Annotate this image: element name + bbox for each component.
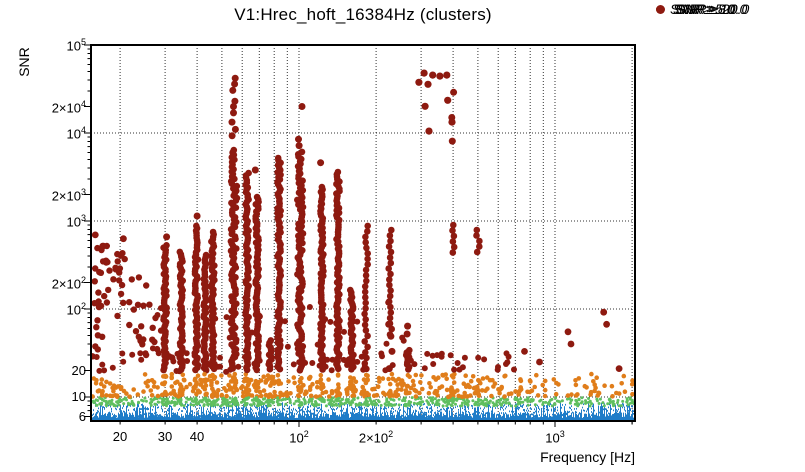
y-tick-label: 2×102 (51, 275, 86, 292)
x-tick-label: 20 (112, 429, 128, 444)
y-tick-label: 10 (71, 389, 86, 404)
y-tick-label: 20 (71, 363, 86, 378)
legend-label: SNR ≥ 8.0 (673, 1, 738, 17)
data-points (92, 69, 634, 421)
legend-entry-snr20: SNR ≥ 20.0 (656, 0, 749, 18)
legend-label: SNR ≥ 20.0 (677, 1, 750, 17)
y-tick-label: 2×103 (51, 187, 86, 204)
x-tick-label: 30 (157, 429, 173, 444)
x-tick-label: 102 (289, 429, 309, 446)
x-tick-label: 2×102 (358, 429, 394, 446)
x-tick-label: 40 (189, 429, 205, 444)
y-tick-label: 2×104 (51, 99, 86, 116)
y-tick-label: 105 (66, 37, 86, 54)
legend-marker-snr20-icon (656, 4, 665, 14)
series-snr20-points (92, 69, 623, 408)
legend-label: SNR ≥ 5.0 (670, 1, 735, 17)
y-tick-label: 102 (66, 301, 86, 318)
y-tick-label: 6 (78, 409, 86, 424)
legend-label: SNR ≥ 10.0 (675, 1, 748, 17)
x-tick-label: 103 (545, 429, 565, 446)
chart-title: V1:Hrec_hoft_16384Hz (clusters) (234, 5, 492, 24)
series-snr5-band (92, 402, 634, 421)
y-tick-label: 103 (66, 213, 86, 230)
x-axis-title: Frequency [Hz] (540, 449, 635, 465)
y-tick-label: 104 (66, 125, 86, 142)
